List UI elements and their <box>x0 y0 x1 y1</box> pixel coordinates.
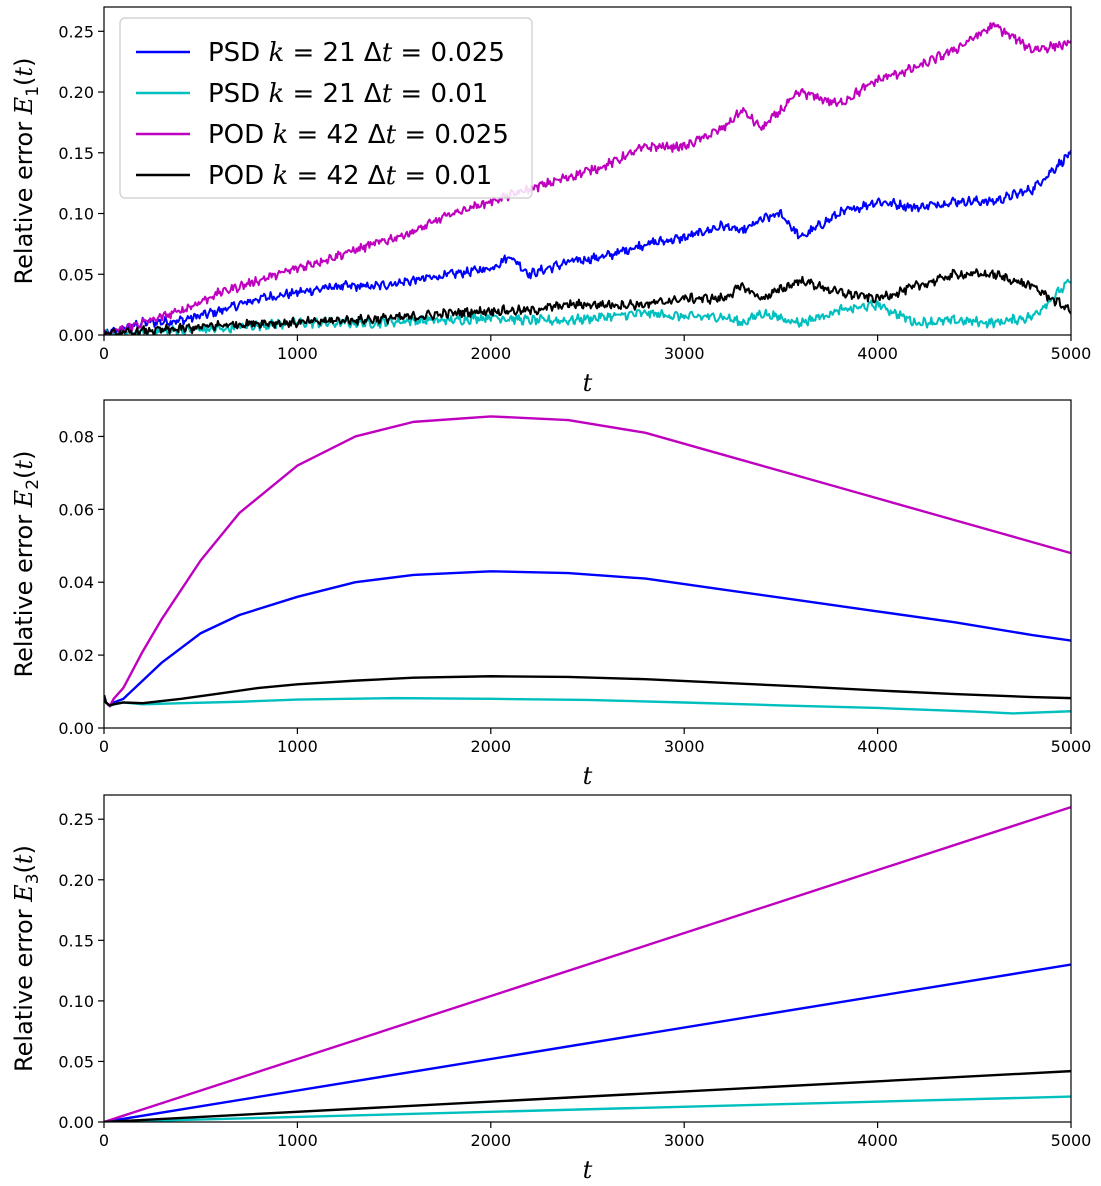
plot-frame <box>103 6 1072 336</box>
x-tick-label: 0 <box>99 1131 109 1150</box>
legend-entry-psd_k21_dt0025: PSD k = 21 Δt = 0.025 <box>208 38 505 68</box>
series-group <box>104 415 1071 715</box>
x-tick-label: 4000 <box>857 737 898 756</box>
y-axis-label: Relative error E3(t) <box>10 845 43 1072</box>
y-tick-label: 0.25 <box>58 22 94 41</box>
x-tick-label: 2000 <box>470 1131 511 1150</box>
y-axis-label: Relative error E1(t) <box>10 58 43 285</box>
x-tick-label: 2000 <box>470 737 511 756</box>
x-tick-label: 2000 <box>470 344 511 363</box>
y-tick-label: 0.10 <box>58 205 94 224</box>
x-tick-label: 3000 <box>664 737 705 756</box>
x-tick-label: 5000 <box>1051 1131 1092 1150</box>
series-line-pod_k42_dt001 <box>104 268 1071 335</box>
x-tick-label: 4000 <box>857 344 898 363</box>
plot-frame <box>103 399 1072 729</box>
series-line-psd_k21_dt001 <box>104 278 1071 335</box>
x-tick-label: 0 <box>99 737 109 756</box>
series-line-psd_k21_dt0025 <box>104 149 1071 335</box>
x-tick-label: 0 <box>99 344 109 363</box>
series-line-psd_k21_dt0025 <box>104 963 1071 1122</box>
series-line-pod_k42_dt0025 <box>104 415 1071 708</box>
chart-panel-3: 0 1000 2000 3000 4000 5000 0.00 0.05 0.10 0.15 0.2… <box>10 794 1092 1184</box>
series-line-pod_k42_dt0025 <box>104 805 1071 1122</box>
y-tick-label: 0.00 <box>58 1113 94 1132</box>
series-line-pod_k42_dt0025 <box>104 22 1071 335</box>
x-tick-label: 5000 <box>1051 737 1092 756</box>
x-tick-label: 3000 <box>664 1131 705 1150</box>
series-group <box>104 22 1071 335</box>
y-tick-label: 0.08 <box>58 427 94 446</box>
x-axis-label: t <box>583 1156 593 1184</box>
legend-entry-pod_k42_dt001: POD k = 42 Δt = 0.01 <box>208 161 492 191</box>
y-tick-label: 0.25 <box>58 810 94 829</box>
legend: PSD k = 21 Δt = 0.025 PSD k = 21 Δt = 0.0… <box>119 17 533 199</box>
chart-panel-2: 0 1000 2000 3000 4000 5000 0.00 0.02 0.04 0.06 0.0… <box>10 399 1092 790</box>
y-tick-label: 0.20 <box>58 83 94 102</box>
y-axis-label: Relative error E2(t) <box>10 451 43 678</box>
plot-frame <box>103 794 1072 1123</box>
y-tick-label: 0.20 <box>58 871 94 890</box>
series-line-psd_k21_dt001 <box>104 1095 1071 1122</box>
x-tick-label: 4000 <box>857 1131 898 1150</box>
y-tick-label: 0.04 <box>58 573 94 592</box>
y-tick-label: 0.05 <box>58 1052 94 1071</box>
x-tick-label: 1000 <box>277 737 318 756</box>
series-line-psd_k21_dt0025 <box>104 570 1071 708</box>
x-tick-label: 1000 <box>277 344 318 363</box>
x-tick-label: 3000 <box>664 344 705 363</box>
legend-entry-pod_k42_dt0025: POD k = 42 Δt = 0.025 <box>208 120 509 150</box>
y-tick-label: 0.15 <box>58 931 94 950</box>
chart-panel-1: 0 1000 2000 3000 4000 5000 0.00 0.05 0.10 0.15 0.2… <box>10 6 1092 397</box>
y-tick-label: 0.10 <box>58 992 94 1011</box>
series-line-pod_k42_dt001 <box>104 1069 1071 1122</box>
series-line-psd_k21_dt001 <box>104 694 1071 715</box>
y-tick-label: 0.06 <box>58 500 94 519</box>
y-tick-label: 0.05 <box>58 265 94 284</box>
x-axis-label: t <box>583 762 593 790</box>
y-tick-label: 0.15 <box>58 144 94 163</box>
series-line-pod_k42_dt001 <box>104 675 1071 707</box>
y-tick-label: 0.00 <box>58 326 94 345</box>
x-tick-label: 1000 <box>277 1131 318 1150</box>
y-tick-label: 0.02 <box>58 646 94 665</box>
y-tick-label: 0.00 <box>58 719 94 738</box>
series-group <box>104 805 1071 1122</box>
x-tick-label: 5000 <box>1051 344 1092 363</box>
legend-box <box>119 17 533 199</box>
legend-entry-psd_k21_dt001: PSD k = 21 Δt = 0.01 <box>208 79 488 109</box>
x-axis-label: t <box>583 369 593 397</box>
